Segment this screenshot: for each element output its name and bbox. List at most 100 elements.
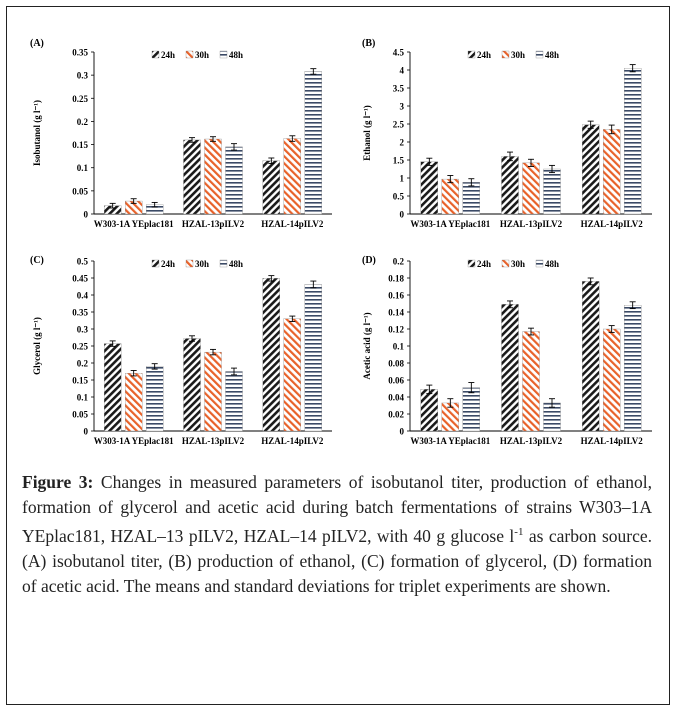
x-tick-label: W303-1A YEplac181: [94, 436, 174, 446]
legend-label-48h: 48h: [545, 259, 559, 269]
x-tick-label: W303-1A YEplac181: [410, 436, 490, 446]
y-tick-label: 0.15: [72, 140, 88, 150]
bar-30h: [522, 331, 540, 432]
legend-swatch-24h: [467, 50, 476, 59]
y-tick-label: 0.15: [72, 376, 88, 386]
bar-30h: [204, 138, 222, 215]
bar-24h: [183, 338, 201, 432]
y-tick-label: 0.05: [72, 186, 88, 196]
y-tick-label: 0.04: [388, 393, 404, 403]
legend-swatch-48h: [535, 259, 544, 268]
bar-24h: [104, 343, 122, 432]
bar-48h: [304, 284, 322, 432]
y-tick-label: 3: [400, 102, 405, 112]
bar-48h: [146, 366, 164, 432]
legend-label-30h: 30h: [511, 259, 525, 269]
y-tick-label: 0.4: [77, 291, 89, 301]
x-tick-label: HZAL-14pILV2: [261, 436, 324, 446]
bar-30h: [283, 138, 301, 215]
y-tick-label: 0.5: [77, 257, 89, 267]
caption-label: Figure 3:: [22, 472, 94, 492]
y-tick-label: 0.1: [77, 393, 89, 403]
panel-c-chart: (C) 0 0.05 0.1 0.15 0.2 0.25 0.3 0.35 0.4 0.45 0.5 G…: [30, 255, 332, 446]
legend-label-30h: 30h: [195, 259, 209, 269]
legend-label-24h: 24h: [477, 50, 491, 60]
panel-d-chart: (D) 0 0.02 0.04 0.06 0.08 0.1 0.12 0.14 0.16 0.18 0…: [362, 255, 652, 446]
legend-label-48h: 48h: [545, 50, 559, 60]
bar-48h: [462, 182, 480, 215]
x-tick-label: HZAL-14pILV2: [581, 219, 644, 229]
panel-label-b: (B): [362, 38, 375, 49]
panel-a-chart: (A) 0 0.05 0.1 0.15 0.2 0.25 0.3 0.35 Isobutanol …: [30, 38, 332, 229]
bar-48h: [543, 168, 561, 215]
y-tick-label: 0.02: [388, 410, 404, 420]
legend-label-24h: 24h: [161, 259, 175, 269]
x-tick-label: HZAL-13pILV2: [500, 219, 563, 229]
panel-label-c: (C): [30, 255, 44, 266]
bar-24h: [420, 389, 438, 432]
y-tick-label: 0: [84, 427, 89, 437]
bar-24h: [582, 281, 600, 432]
legend-swatch-48h: [219, 50, 228, 59]
bar-24h: [501, 304, 519, 432]
bar-24h: [262, 278, 280, 432]
y-tick-label: 4: [400, 66, 405, 76]
y-tick-label: 0.5: [393, 192, 405, 202]
y-tick-label: 0: [400, 427, 405, 437]
y-tick-label: 0.16: [388, 291, 404, 301]
legend-swatch-48h: [219, 259, 228, 268]
y-tick-label: 0.12: [388, 325, 404, 335]
bar-48h: [225, 146, 243, 215]
legend-swatch-24h: [467, 259, 476, 268]
y-tick-label: 0.3: [77, 325, 89, 335]
bar-24h: [582, 124, 600, 215]
y-tick-label: 0.1: [393, 342, 405, 352]
legend-swatch-30h: [185, 259, 194, 268]
bar-48h: [462, 387, 480, 432]
bar-48h: [225, 371, 243, 432]
y-tick-label: 0.2: [393, 257, 405, 267]
x-tick-label: W303-1A YEplac181: [94, 219, 174, 229]
y-tick-label: 2: [400, 138, 405, 148]
y-tick-label: 4.5: [393, 48, 405, 58]
bar-30h: [603, 129, 621, 215]
legend-label-48h: 48h: [229, 50, 243, 60]
legend-swatch-30h: [501, 259, 510, 268]
bar-24h: [501, 156, 519, 215]
y-tick-label: 0.08: [388, 359, 404, 369]
legend-swatch-24h: [151, 259, 160, 268]
figure-caption: Figure 3: Changes in measured parameters…: [22, 470, 652, 599]
y-tick-label: 3.5: [393, 84, 405, 94]
x-tick-label: HZAL-14pILV2: [261, 219, 324, 229]
y-tick-label: 1: [400, 174, 405, 184]
panel-b-chart: (B) 0 0.5 1 1.5 2 2.5 3 3.5 4 4.5 Ethanol (g l⁻¹) W3…: [362, 38, 652, 229]
x-tick-label: HZAL-13pILV2: [500, 436, 563, 446]
bar-48h: [624, 68, 642, 215]
bar-30h: [125, 373, 143, 432]
y-tick-label: 0.06: [388, 376, 404, 386]
y-tick-label: 0.25: [72, 342, 88, 352]
legend-label-48h: 48h: [229, 259, 243, 269]
x-tick-label: HZAL-13pILV2: [182, 219, 245, 229]
y-tick-label: 0.45: [72, 274, 88, 284]
y-tick-label: 0.18: [388, 274, 404, 284]
bar-30h: [204, 351, 222, 432]
y-tick-label: 0: [84, 210, 89, 220]
y-tick-label: 0.35: [72, 48, 88, 58]
y-tick-label: 0.35: [72, 308, 88, 318]
bar-30h: [522, 162, 540, 215]
y-tick-label: 0.3: [77, 71, 89, 81]
y-tick-label: 0: [400, 210, 405, 220]
y-axis-label: Acetic acid (g l⁻¹): [362, 312, 372, 379]
y-tick-label: 0.14: [388, 308, 404, 318]
y-tick-label: 0.2: [77, 359, 89, 369]
x-tick-label: HZAL-13pILV2: [182, 436, 245, 446]
y-axis-label: Ethanol (g l⁻¹): [362, 105, 372, 160]
legend-label-30h: 30h: [511, 50, 525, 60]
y-tick-label: 0.2: [77, 117, 89, 127]
legend-label-30h: 30h: [195, 50, 209, 60]
caption-text: Changes in measured parameters of isobut…: [22, 472, 652, 596]
y-tick-label: 0.1: [77, 163, 89, 173]
bar-48h: [624, 305, 642, 432]
y-tick-label: 2.5: [393, 120, 405, 130]
